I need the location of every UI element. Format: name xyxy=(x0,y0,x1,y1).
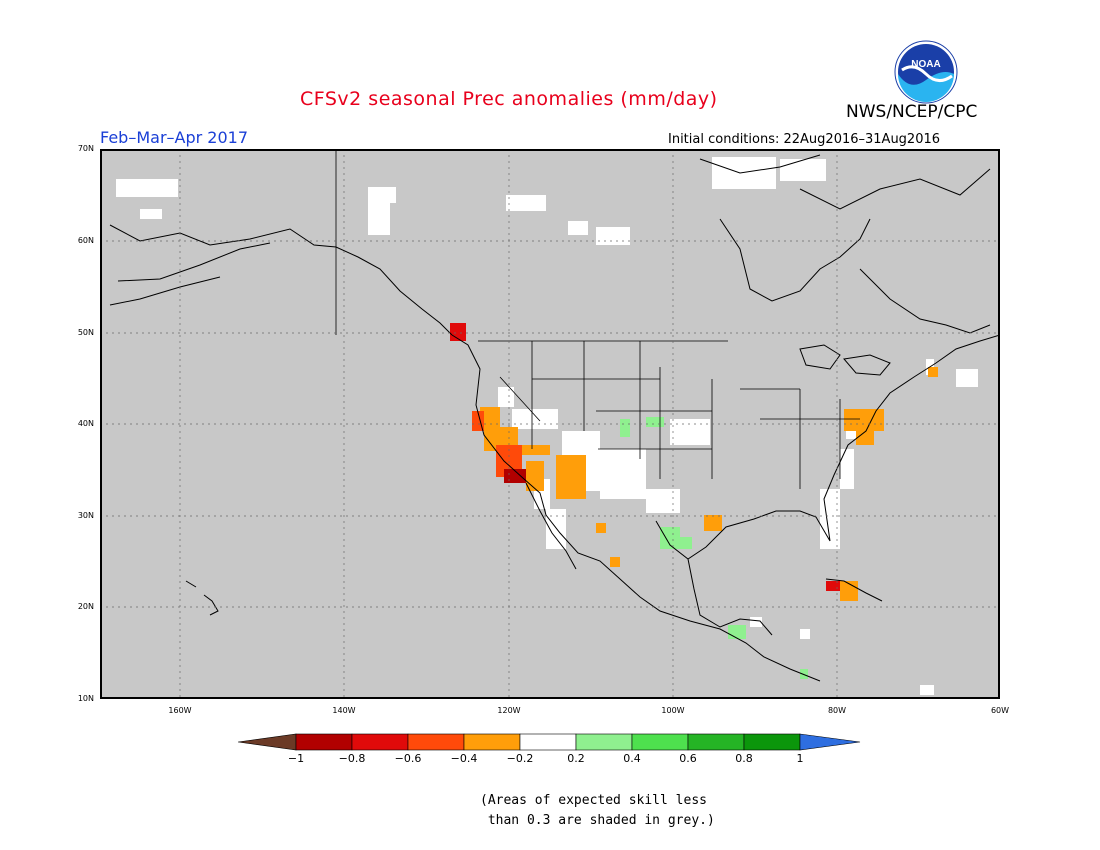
colorbar-arrow-high xyxy=(799,733,861,751)
gulf-coast xyxy=(655,334,1000,560)
alaska-coast xyxy=(109,224,453,336)
colorbar-label: −0.2 xyxy=(506,752,534,765)
map-frame xyxy=(100,149,1000,699)
colorbar-label: −0.6 xyxy=(394,752,422,765)
agency-label: NWS/NCEP/CPC xyxy=(846,102,978,122)
hudson-bay xyxy=(719,218,871,302)
colorbar-label: −1 xyxy=(287,752,305,765)
lat-label-30n: 30N xyxy=(77,511,94,520)
coastlines xyxy=(109,154,1000,682)
lat-label-10n: 10N xyxy=(77,694,94,703)
cuba xyxy=(825,578,883,602)
lon-label-120w: 120W xyxy=(497,706,521,715)
colorbar-arrow-low xyxy=(238,733,297,751)
logo-text: NOAA xyxy=(911,59,940,70)
hawaii xyxy=(185,580,219,616)
baja-california xyxy=(525,482,577,570)
graticule xyxy=(100,149,1000,699)
lat-label-70n: 70N xyxy=(77,144,94,153)
colorbar-swatch xyxy=(631,733,689,751)
lon-label-60w: 60W xyxy=(990,706,1010,715)
colorbar-swatch xyxy=(575,733,633,751)
mexico-east-coast xyxy=(687,558,773,636)
colorbar-swatch xyxy=(687,733,745,751)
colorbar-label: 0.8 xyxy=(735,752,753,765)
colorbar-swatch xyxy=(407,733,465,751)
colorbar-label: −0.4 xyxy=(450,752,478,765)
colorbar-swatch xyxy=(519,733,577,751)
lat-label-60n: 60N xyxy=(77,236,94,245)
lon-label-80w: 80W xyxy=(827,706,847,715)
colorbar-label: 0.4 xyxy=(623,752,641,765)
colorbar-label: 0.6 xyxy=(679,752,697,765)
neutral-regions xyxy=(116,157,978,695)
lat-label-40n: 40N xyxy=(77,419,94,428)
lon-label-140w: 140W xyxy=(332,706,356,715)
colorbar-swatch xyxy=(463,733,521,751)
skill-note-line-2: than 0.3 are shaded in grey.) xyxy=(480,813,715,828)
pacific-coast xyxy=(451,334,821,682)
labrador-coast xyxy=(859,268,991,334)
skill-note-line-1: (Areas of expected skill less xyxy=(480,793,707,808)
colorbar-label: 1 xyxy=(796,752,804,765)
colorbar-swatch xyxy=(743,733,801,751)
wet-anomaly-regions xyxy=(620,417,808,679)
lat-label-20n: 20N xyxy=(77,602,94,611)
noaa-logo: NOAA xyxy=(894,40,958,104)
precipitation-anomaly-map xyxy=(100,149,1000,699)
colorbar xyxy=(238,733,861,751)
initial-conditions: Initial conditions: 22Aug2016–31Aug2016 xyxy=(668,132,941,147)
arctic-islands xyxy=(699,154,991,210)
colorbar-swatch xyxy=(351,733,409,751)
forecast-period: Feb–Mar–Apr 2017 xyxy=(100,128,248,147)
political-borders xyxy=(335,149,860,489)
lon-label-160w: 160W xyxy=(168,706,192,715)
colorbar-label: 0.2 xyxy=(567,752,585,765)
colorbar-swatch xyxy=(295,733,353,751)
colorbar-label: −0.8 xyxy=(338,752,366,765)
lon-label-100w: 100W xyxy=(661,706,685,715)
great-lakes xyxy=(799,344,891,376)
skill-note: (Areas of expected skill less than 0.3 a… xyxy=(480,791,715,831)
lat-label-50n: 50N xyxy=(77,328,94,337)
chart-title: CFSv2 seasonal Prec anomalies (mm/day) xyxy=(300,88,718,110)
